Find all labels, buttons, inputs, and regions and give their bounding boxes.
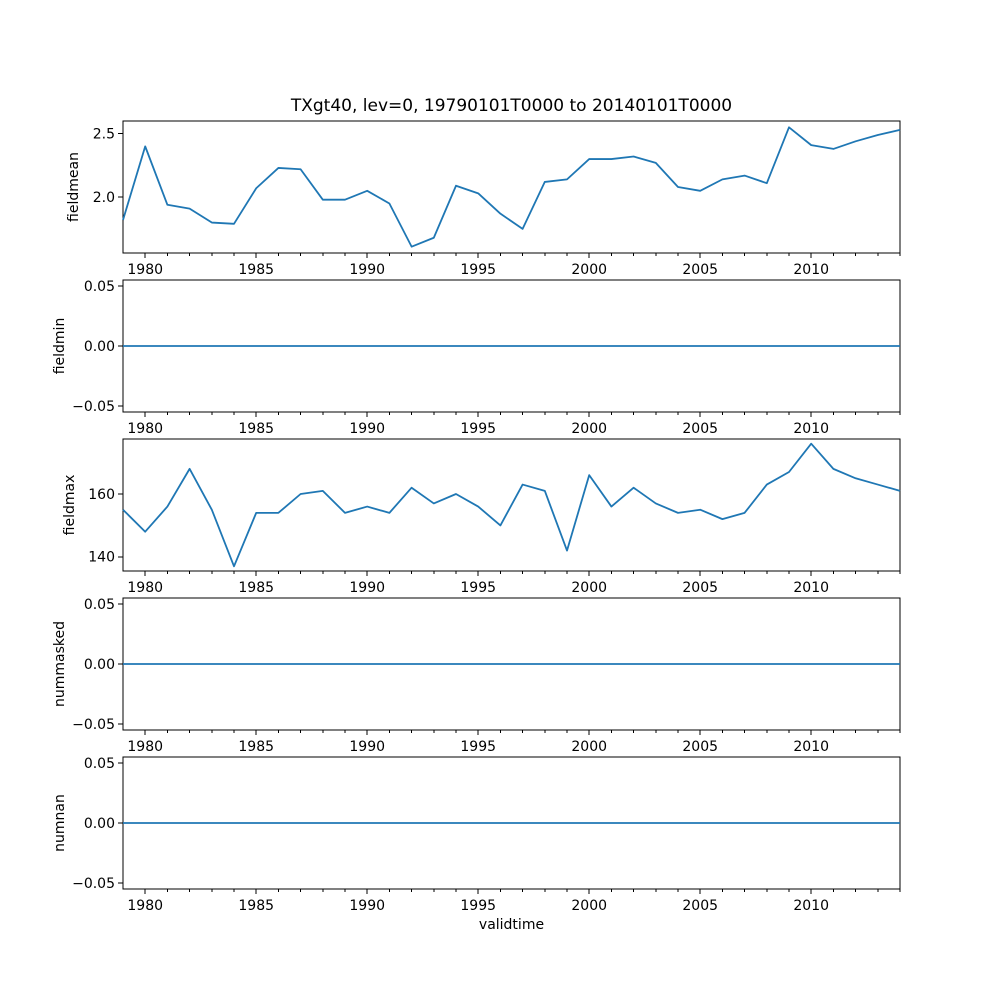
y-tick-label: 140 [88,550,115,566]
y-axis-label: numnan [52,794,68,852]
x-tick-label: 2000 [571,262,607,278]
x-tick-label: 1985 [238,580,274,596]
x-tick-label: 1980 [127,421,163,437]
y-tick-label: −0.05 [72,876,115,892]
y-tick-label: −0.05 [72,717,115,733]
x-tick-label: 2005 [682,580,718,596]
x-tick-label: 2000 [571,580,607,596]
panel-numnan: −0.05 0.00 0.05 1980 1985 1990 1995 2000 2005 201… [52,756,901,914]
y-axis-label: fieldmin [52,318,68,375]
x-tick-label: 1995 [460,739,496,755]
x-tick-label: 2010 [793,739,829,755]
y-tick-label: 0.00 [84,816,115,832]
y-axis-label: fieldmax [62,475,78,536]
x-tick-label: 1985 [238,262,274,278]
x-tick-label: 1990 [349,421,385,437]
x-tick-label: 1995 [460,421,496,437]
axes-border [122,438,901,572]
x-tick-label: 2010 [793,580,829,596]
x-tick-label: 2005 [682,262,718,278]
axes-border [122,120,901,254]
y-axis-label: nummasked [52,621,68,707]
chart-title: TXgt40, lev=0, 19790101T0000 to 20140101… [290,96,733,116]
x-tick-label: 1985 [238,898,274,914]
y-axis-label: fieldmean [66,152,82,222]
x-tick-label: 1980 [127,898,163,914]
x-tick-label: 1980 [127,262,163,278]
panel-fieldmean: 2.0 2.5 1980 1985 1990 1995 2000 2005 2010 fieldm… [66,120,901,278]
x-tick-label: 1995 [460,898,496,914]
y-tick-label: 160 [88,487,115,503]
y-tick-label: −0.05 [72,399,115,415]
x-tick-label: 1995 [460,262,496,278]
x-tick-label: 2005 [682,421,718,437]
y-tick-label: 2.0 [93,190,115,206]
y-tick-label: 0.05 [84,597,115,613]
x-tick-label: 1980 [127,739,163,755]
y-tick-label: 2.5 [93,127,115,143]
x-tick-label: 2010 [793,421,829,437]
x-tick-label: 2010 [793,262,829,278]
x-tick-label: 1990 [349,580,385,596]
y-tick-label: 0.05 [84,279,115,295]
x-tick-label: 2000 [571,739,607,755]
x-tick-label: 2000 [571,421,607,437]
x-tick-label: 2000 [571,898,607,914]
x-tick-label: 1985 [238,421,274,437]
y-tick-label: 0.00 [84,657,115,673]
x-axis-title: validtime [478,917,545,933]
panel-fieldmax: 140 160 1980 1985 1990 1995 2000 2005 2010 fieldm… [62,438,901,596]
y-tick-label: 0.00 [84,339,115,355]
x-tick-label: 1990 [349,262,385,278]
data-line-fieldmean [122,126,901,248]
x-tick-label: 1990 [349,739,385,755]
x-tick-label: 1980 [127,580,163,596]
x-tick-label: 1995 [460,580,496,596]
y-tick-label: 0.05 [84,756,115,772]
x-tick-label: 2010 [793,898,829,914]
x-tick-label: 2005 [682,898,718,914]
panel-nummasked: −0.05 0.00 0.05 1980 1985 1990 1995 2000 2005 201… [52,597,901,755]
x-tick-label: 1990 [349,898,385,914]
data-line-fieldmax [122,442,901,568]
x-tick-label: 1985 [238,739,274,755]
panel-fieldmin: −0.05 0.00 0.05 1980 1985 1990 1995 2000 2005 201… [52,279,901,437]
x-tick-label: 2005 [682,739,718,755]
